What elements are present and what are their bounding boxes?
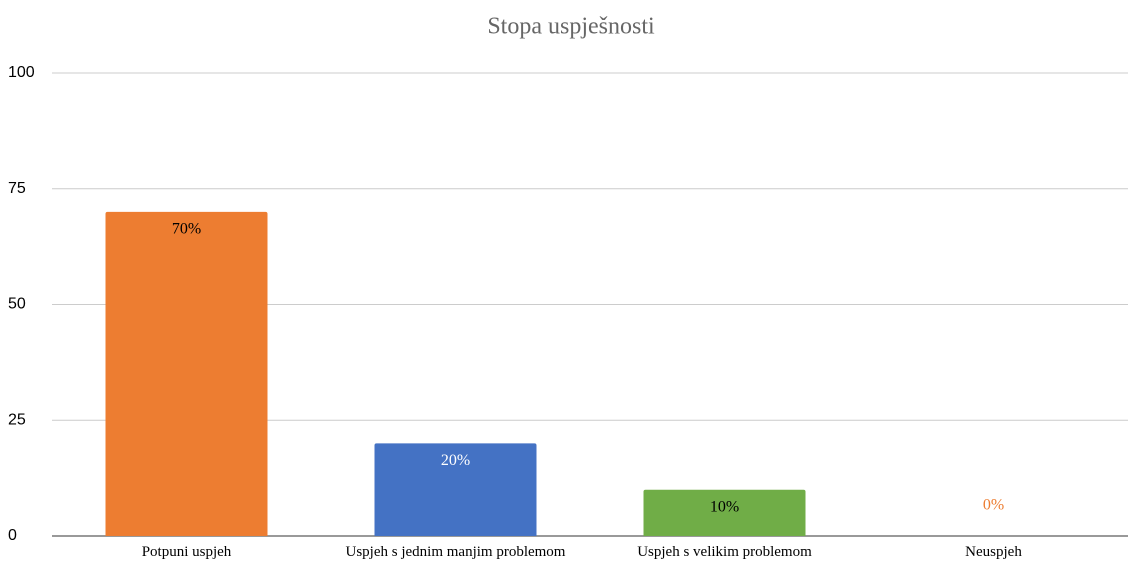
y-tick-label: 75 <box>8 180 26 197</box>
y-tick-label: 25 <box>8 411 26 428</box>
bar <box>374 443 537 536</box>
data-label: 70% <box>172 221 201 238</box>
bar <box>643 489 806 536</box>
bar <box>105 211 268 536</box>
x-tick-label: Uspjeh s jednim manjim problemom <box>345 544 566 560</box>
data-label: 0% <box>983 497 1004 514</box>
data-label: 20% <box>441 452 470 469</box>
x-tick-label: Neuspjeh <box>965 544 1022 560</box>
y-tick-label: 50 <box>8 296 26 313</box>
chart-title: Stopa uspješnosti <box>487 14 655 40</box>
x-tick-label: Uspjeh s velikim problemom <box>637 544 812 560</box>
data-label: 10% <box>710 498 739 515</box>
y-tick-label: 0 <box>8 527 17 544</box>
y-tick-label: 100 <box>8 64 35 81</box>
x-tick-label: Potpuni uspjeh <box>141 544 232 560</box>
